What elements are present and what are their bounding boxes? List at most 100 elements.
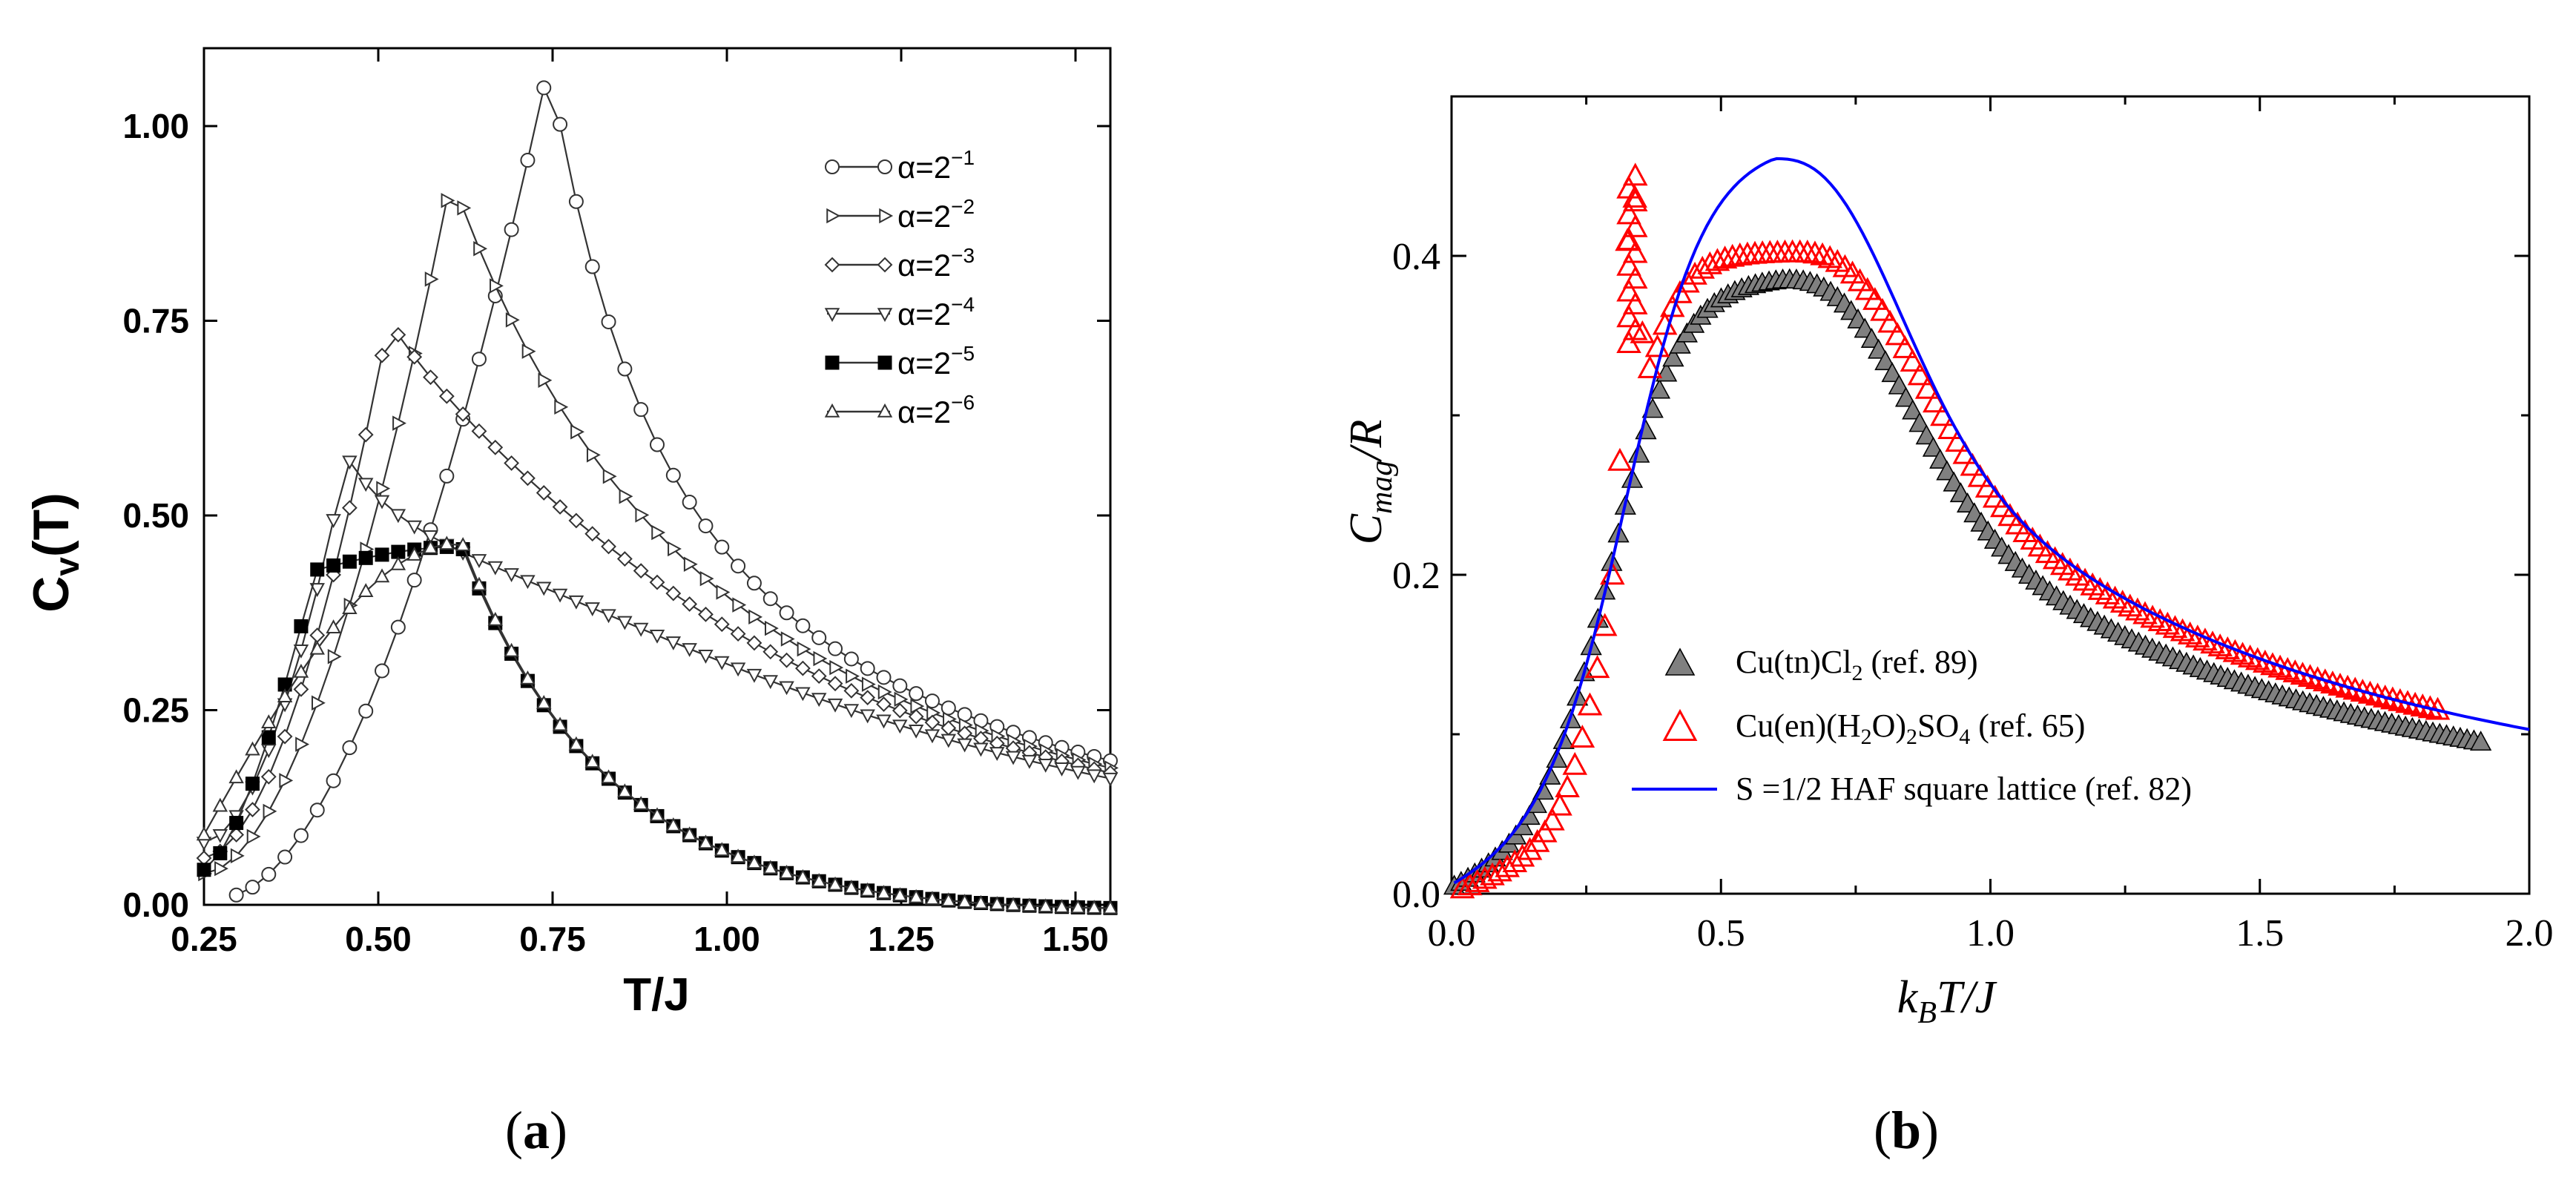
data-point xyxy=(1908,412,1931,432)
data-point xyxy=(908,708,924,725)
data-point xyxy=(309,583,325,597)
data-point xyxy=(843,704,860,719)
data-point xyxy=(293,828,309,843)
data-point xyxy=(1021,754,1038,769)
data-point xyxy=(504,642,519,657)
data-point xyxy=(843,880,860,894)
panel-b-ticks: 0.0 0.5 1.0 1.5 2.0 0.0 0.2 0.4 xyxy=(1392,96,2554,955)
svg-text:Cmag/R: Cmag/R xyxy=(1341,420,1399,545)
data-point xyxy=(552,499,568,515)
legend-entry: α=2−5 xyxy=(897,342,975,380)
data-point xyxy=(342,455,358,470)
data-point xyxy=(1005,751,1021,765)
data-point xyxy=(568,194,584,209)
legend-marker xyxy=(877,308,893,323)
data-point xyxy=(584,602,600,616)
data-point xyxy=(487,439,504,455)
data-point xyxy=(813,650,828,667)
legend-entry: α=2−4 xyxy=(897,293,975,332)
data-point xyxy=(1656,361,1678,382)
data-point xyxy=(746,635,762,651)
data-point xyxy=(293,663,309,678)
data-point xyxy=(1622,266,1648,289)
data-point xyxy=(1054,898,1070,913)
data-point xyxy=(1577,692,1603,716)
data-point xyxy=(455,406,471,422)
x-tick-label: 0.5 xyxy=(1697,912,1745,955)
data-point xyxy=(341,500,358,516)
data-point xyxy=(390,619,406,635)
legend-marker xyxy=(1664,647,1696,676)
data-point xyxy=(762,675,778,690)
x-tick-label: 0.0 xyxy=(1428,912,1476,955)
data-point xyxy=(665,636,682,650)
data-point xyxy=(1929,448,1951,469)
data-point xyxy=(876,696,892,712)
data-point xyxy=(1892,334,1918,358)
legend-entry: α=2−1 xyxy=(897,146,975,185)
data-point xyxy=(1102,772,1119,787)
data-point xyxy=(924,891,941,906)
data-point xyxy=(1870,297,1895,321)
data-point xyxy=(423,369,438,386)
data-point xyxy=(665,585,682,601)
data-point xyxy=(665,467,681,483)
data-point xyxy=(1038,898,1053,913)
data-point xyxy=(568,736,584,751)
data-point xyxy=(260,768,277,785)
data-point xyxy=(392,415,406,431)
data-point xyxy=(860,882,875,897)
data-point xyxy=(358,426,374,443)
data-point xyxy=(714,616,730,633)
data-point xyxy=(973,894,989,909)
data-point xyxy=(730,662,746,677)
svg-text:Cv(T): Cv(T) xyxy=(23,492,86,613)
data-point xyxy=(261,730,276,745)
data-point xyxy=(536,80,552,96)
data-point xyxy=(892,719,908,734)
data-point xyxy=(846,668,860,684)
data-point xyxy=(682,643,697,657)
legend-entry: S =1/2 HAF square lattice (ref. 82) xyxy=(1736,771,2192,807)
data-point xyxy=(471,423,487,439)
data-point xyxy=(601,538,616,555)
data-point xyxy=(941,892,957,907)
data-point xyxy=(941,734,957,748)
data-point xyxy=(1517,837,1543,860)
data-point xyxy=(568,512,584,529)
data-point xyxy=(1622,291,1648,314)
data-point xyxy=(924,693,940,709)
panel-b-legend: Cu(tn)Cl2 (ref. 89) Cu(en)(H2O)2SO4 (ref.… xyxy=(1632,644,2192,807)
data-point xyxy=(520,670,536,685)
data-point xyxy=(358,478,374,492)
data-point xyxy=(811,873,827,887)
data-point xyxy=(490,278,504,294)
data-point xyxy=(229,816,244,831)
legend-marker xyxy=(824,257,840,273)
data-point xyxy=(196,826,212,841)
data-point xyxy=(633,402,649,418)
data-point xyxy=(1802,240,1828,264)
data-point xyxy=(633,563,649,579)
data-point xyxy=(908,724,924,739)
legend-entry: α=2−3 xyxy=(897,244,975,283)
x-tick-label: 1.0 xyxy=(1966,912,2015,955)
data-point xyxy=(601,314,616,329)
x-tick-label: 2.0 xyxy=(2506,912,2554,955)
data-point xyxy=(795,868,811,883)
data-point xyxy=(794,660,811,676)
legend-marker xyxy=(877,403,893,418)
data-point xyxy=(504,222,519,237)
data-point xyxy=(1902,399,1924,420)
data-point xyxy=(1584,655,1610,679)
y-tick-label: 0.25 xyxy=(122,691,189,730)
data-point xyxy=(909,686,924,702)
y-tick-label: 0.50 xyxy=(122,496,189,535)
data-point xyxy=(1922,436,1945,457)
data-point xyxy=(1635,419,1657,440)
data-point xyxy=(780,631,795,647)
data-point xyxy=(520,470,536,487)
data-point xyxy=(1648,378,1671,399)
data-point xyxy=(876,885,892,899)
data-point xyxy=(1616,330,1641,353)
